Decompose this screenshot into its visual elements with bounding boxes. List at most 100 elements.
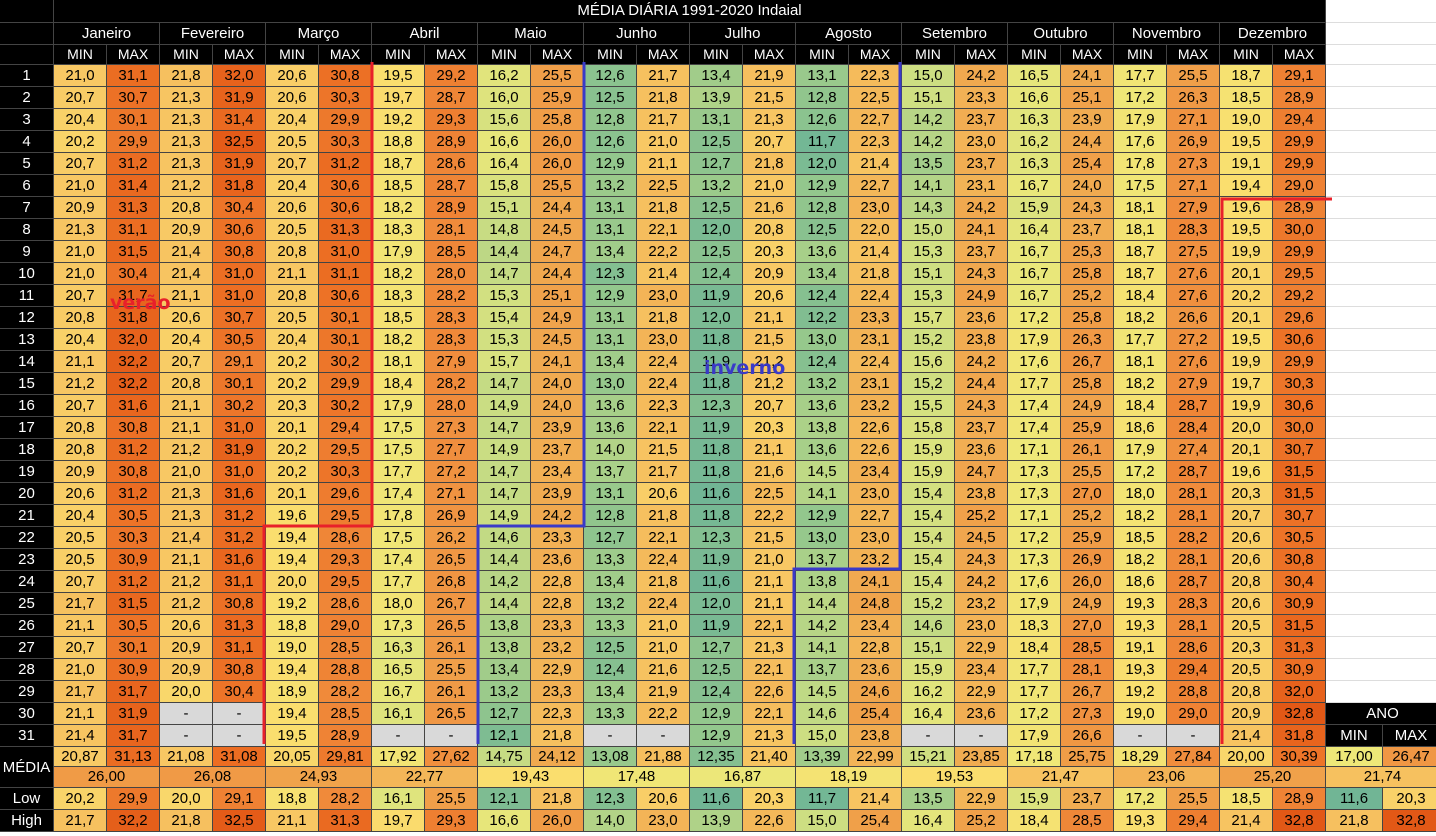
day-value[interactable]: 20,8 (54, 439, 107, 461)
day-value[interactable]: 30,4 (1273, 571, 1326, 593)
day-value[interactable]: 18,2 (1114, 307, 1167, 329)
day-value[interactable]: 16,4 (1008, 219, 1061, 241)
day-value[interactable]: 19,6 (1220, 197, 1273, 219)
high-value[interactable]: 21,4 (1220, 810, 1273, 832)
day-value[interactable]: 20,5 (1220, 659, 1273, 681)
day-value[interactable]: 15,4 (902, 527, 955, 549)
day-value[interactable]: 22,2 (637, 241, 690, 263)
low-value[interactable]: 17,2 (1114, 788, 1167, 810)
day-value[interactable]: 21,4 (160, 263, 213, 285)
day-value[interactable]: 20,6 (1220, 527, 1273, 549)
day-label[interactable]: 3 (0, 109, 54, 131)
high-value[interactable]: 13,9 (690, 810, 743, 832)
day-value[interactable]: 15,0 (796, 725, 849, 747)
day-value[interactable]: 15,1 (902, 87, 955, 109)
blank-cell[interactable] (1326, 637, 1436, 659)
day-value[interactable]: 30,7 (1273, 505, 1326, 527)
day-value[interactable]: 23,6 (955, 307, 1008, 329)
day-value[interactable]: 15,3 (902, 241, 955, 263)
day-value[interactable]: 28,4 (1167, 417, 1220, 439)
day-value[interactable]: 20,3 (1220, 483, 1273, 505)
day-value[interactable]: 28,3 (425, 307, 478, 329)
blank-cell[interactable] (1326, 241, 1436, 263)
day-value[interactable]: 12,8 (796, 197, 849, 219)
day-value[interactable]: 25,9 (1061, 417, 1114, 439)
day-value[interactable]: 13,4 (584, 241, 637, 263)
day-value[interactable]: 20,6 (637, 483, 690, 505)
day-value[interactable]: 25,8 (1061, 373, 1114, 395)
day-value[interactable]: 11,7 (796, 131, 849, 153)
day-value[interactable]: 17,2 (1008, 527, 1061, 549)
day-value[interactable]: 28,1 (1061, 659, 1114, 681)
day-value[interactable]: 25,2 (1061, 505, 1114, 527)
ano-header[interactable]: ANO (1326, 703, 1436, 725)
day-value[interactable]: 18,2 (372, 263, 425, 285)
day-value[interactable]: 19,4 (1220, 175, 1273, 197)
day-value[interactable]: 25,5 (531, 175, 584, 197)
day-value[interactable]: 20,4 (54, 329, 107, 351)
day-label[interactable]: 11 (0, 285, 54, 307)
day-value[interactable]: 26,0 (531, 153, 584, 175)
day-value[interactable]: 21,3 (743, 637, 796, 659)
day-value[interactable]: 12,4 (584, 659, 637, 681)
day-value[interactable]: 25,2 (1061, 285, 1114, 307)
day-value[interactable]: 23,7 (955, 109, 1008, 131)
ano-min-value[interactable]: 17,00 (1326, 747, 1383, 767)
day-value[interactable]: 20,1 (1220, 263, 1273, 285)
day-value[interactable]: 17,9 (1114, 109, 1167, 131)
day-value[interactable]: 21,0 (160, 461, 213, 483)
day-value[interactable]: 22,9 (955, 681, 1008, 703)
low-value[interactable]: 12,1 (478, 788, 531, 810)
media-value[interactable]: 25,75 (1061, 747, 1114, 767)
day-value[interactable]: 21,3 (160, 87, 213, 109)
day-value[interactable]: 22,3 (849, 65, 902, 87)
day-value[interactable]: 20,4 (266, 109, 319, 131)
day-value[interactable]: 26,7 (425, 593, 478, 615)
day-value[interactable]: 20,3 (1220, 637, 1273, 659)
day-value[interactable]: 25,2 (955, 505, 1008, 527)
day-value[interactable]: 30,4 (213, 681, 266, 703)
day-value[interactable]: 27,1 (1167, 109, 1220, 131)
media-value[interactable]: 12,35 (690, 747, 743, 767)
day-value[interactable]: 31,0 (319, 241, 372, 263)
day-value[interactable]: 27,0 (1061, 483, 1114, 505)
day-value[interactable]: 21,0 (743, 549, 796, 571)
day-value[interactable]: 11,6 (690, 571, 743, 593)
day-value[interactable]: 20,6 (1220, 593, 1273, 615)
ano-max-value[interactable]: 26,47 (1383, 747, 1436, 767)
day-value[interactable]: 30,6 (319, 197, 372, 219)
day-value[interactable]: 17,2 (1114, 87, 1167, 109)
day-value[interactable]: 17,4 (1008, 417, 1061, 439)
day-value[interactable]: 18,1 (1114, 219, 1167, 241)
day-value[interactable]: 28,1 (425, 219, 478, 241)
day-value[interactable]: 14,6 (796, 703, 849, 725)
day-value[interactable]: 21,7 (637, 65, 690, 87)
day-value[interactable]: 24,2 (955, 571, 1008, 593)
low-value[interactable]: 15,9 (1008, 788, 1061, 810)
day-value[interactable]: 22,8 (531, 593, 584, 615)
media-month-value[interactable]: 17,48 (584, 767, 690, 788)
day-value[interactable]: 28,0 (425, 395, 478, 417)
day-value[interactable]: 16,3 (372, 637, 425, 659)
day-value[interactable]: 11,9 (690, 549, 743, 571)
day-value[interactable]: 11,8 (690, 461, 743, 483)
day-value[interactable]: 28,1 (1167, 505, 1220, 527)
day-value[interactable]: 14,7 (478, 373, 531, 395)
day-value[interactable]: 28,3 (1167, 593, 1220, 615)
min-header[interactable]: MIN (54, 45, 107, 65)
high-value[interactable]: 18,4 (1008, 810, 1061, 832)
day-label[interactable]: 27 (0, 637, 54, 659)
day-value[interactable]: 21,1 (54, 351, 107, 373)
high-value[interactable]: 32,2 (107, 810, 160, 832)
day-value[interactable]: 23,3 (849, 307, 902, 329)
day-value[interactable]: 22,9 (955, 637, 1008, 659)
day-value[interactable]: 21,3 (160, 483, 213, 505)
day-value[interactable]: 23,2 (849, 549, 902, 571)
day-value[interactable]: 31,9 (213, 153, 266, 175)
blank-cell[interactable] (1326, 329, 1436, 351)
day-value[interactable]: 15,7 (902, 307, 955, 329)
day-value[interactable]: 28,6 (319, 527, 372, 549)
day-value[interactable]: 15,1 (902, 263, 955, 285)
day-value[interactable]: 13,1 (796, 65, 849, 87)
day-value[interactable]: 15,2 (902, 593, 955, 615)
